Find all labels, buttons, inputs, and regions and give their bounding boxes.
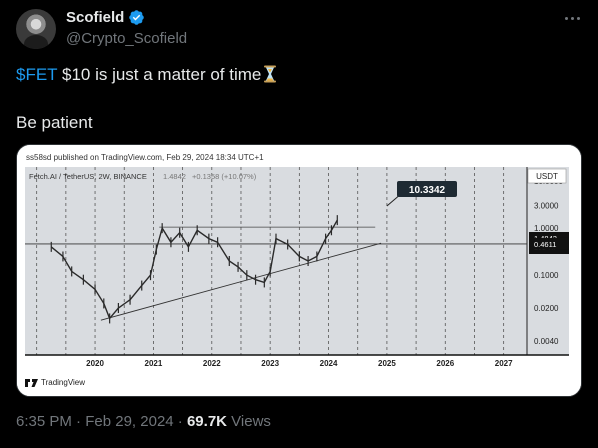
currency-box xyxy=(527,168,567,184)
currency-label: USDT xyxy=(536,172,558,181)
chart-plot-area xyxy=(25,167,569,355)
support-price-label: 0.4611 xyxy=(534,240,556,249)
tradingview-footer-label: TradingView xyxy=(41,378,86,387)
author-handle[interactable]: @Crypto_Scofield xyxy=(66,30,188,47)
tweet-meta: 6:35 PM · Feb 29, 2024 · 69.7K Views xyxy=(16,413,271,430)
symbol-label: Fetch.AI / TetherUS, 2W, BINANCE xyxy=(29,172,147,181)
verified-badge-icon xyxy=(129,10,145,25)
tweet-text: $10 is just a matter of time xyxy=(57,65,262,84)
target-callout-pointer xyxy=(386,195,399,207)
ohlc-value: 1.4842 xyxy=(163,172,186,181)
views-count: 69.7K xyxy=(186,413,227,430)
x-tick-label: 2023 xyxy=(261,359,279,368)
tweet-media-chart[interactable]: 2020202120222023202420252026202710.00003… xyxy=(16,144,582,397)
author-name-row: Scofield xyxy=(66,9,145,26)
ohlc-change: +0.1358 (+10.07%) xyxy=(192,172,257,181)
price-chart: 2020202120222023202420252026202710.00003… xyxy=(17,145,581,396)
trendline xyxy=(100,242,382,321)
more-options-icon[interactable] xyxy=(562,11,582,25)
avatar[interactable] xyxy=(16,9,56,49)
tweet-time[interactable]: 6:35 PM xyxy=(16,413,72,430)
y-tick-label: 0.0040 xyxy=(534,337,559,346)
x-tick-label: 2020 xyxy=(86,359,104,368)
y-tick-label: 1.0000 xyxy=(534,224,559,233)
x-tick-label: 2022 xyxy=(203,359,221,368)
x-tick-label: 2026 xyxy=(436,359,454,368)
tradingview-header: ss58sd published on TradingView.com, Feb… xyxy=(26,153,264,162)
y-tick-label: 0.0200 xyxy=(534,304,559,313)
x-tick-label: 2025 xyxy=(378,359,396,368)
x-tick-label: 2021 xyxy=(145,359,163,368)
x-tick-label: 2027 xyxy=(495,359,513,368)
support-price-box xyxy=(529,237,569,250)
tweet-text-line-1: $FET $10 is just a matter of time xyxy=(16,64,277,86)
cashtag-link[interactable]: $FET xyxy=(16,65,58,84)
target-price-label: 10.3342 xyxy=(409,185,446,196)
tweet-date[interactable]: Feb 29, 2024 xyxy=(85,413,174,430)
y-tick-label: 0.1000 xyxy=(534,271,559,280)
target-callout-box xyxy=(397,181,457,197)
hourglass-emoji-icon xyxy=(264,65,277,83)
tweet-text-line-2: Be patient xyxy=(16,113,93,132)
display-name[interactable]: Scofield xyxy=(66,9,125,26)
y-tick-label: 3.0000 xyxy=(534,202,559,211)
x-tick-label: 2024 xyxy=(320,359,338,368)
views-label: Views xyxy=(231,413,271,430)
tradingview-logo-icon xyxy=(25,378,38,387)
tradingview-footer: TradingView xyxy=(25,378,85,387)
